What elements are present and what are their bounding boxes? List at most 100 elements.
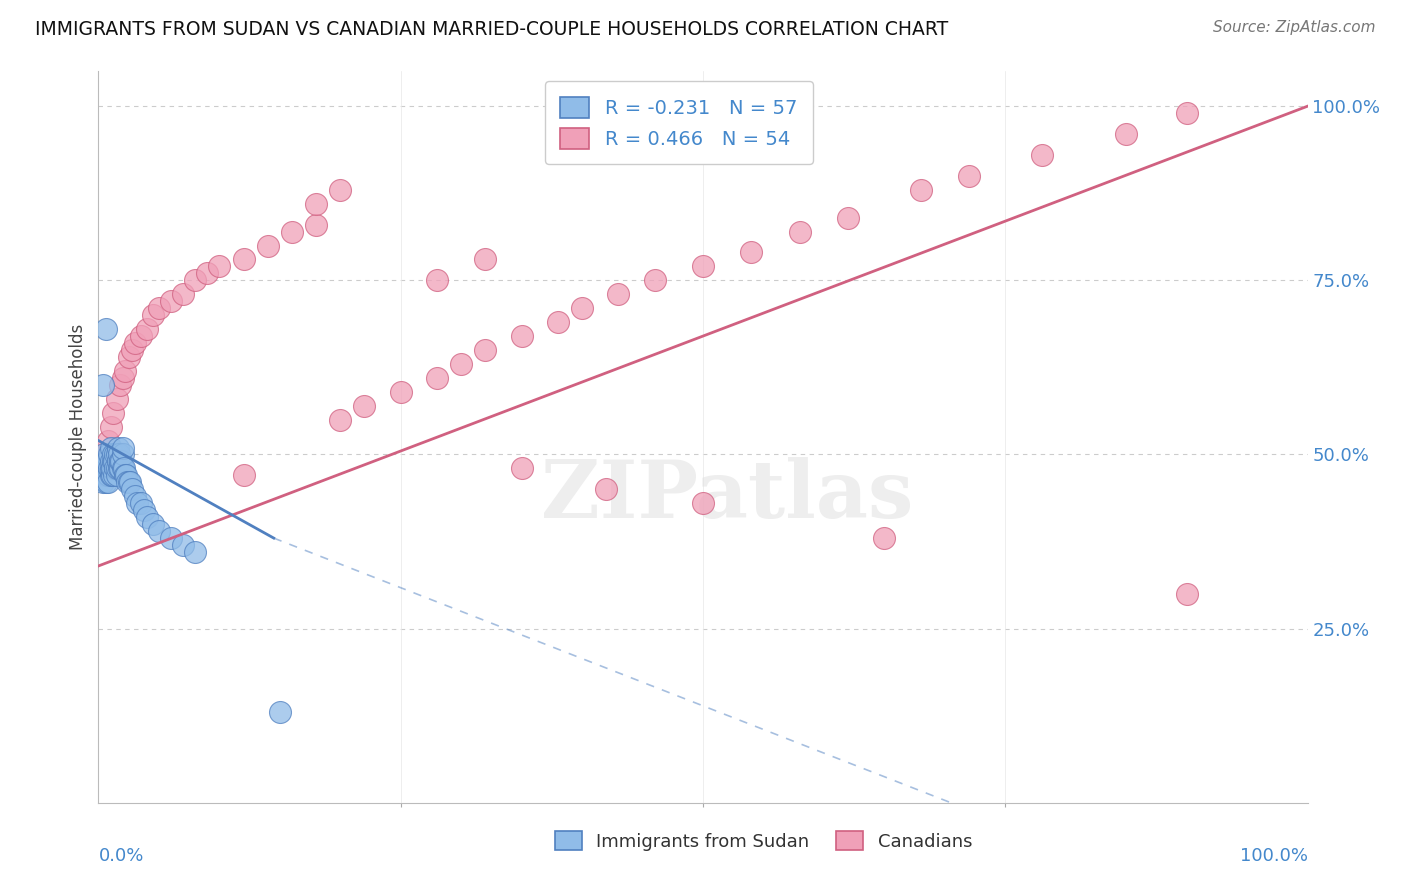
Point [837,211,859,225]
Point [100,454,122,468]
Point [644,273,666,287]
Point [108,454,131,468]
Point [117,475,139,490]
Point [97,434,120,448]
Text: Source: ZipAtlas.com: Source: ZipAtlas.com [1212,20,1375,35]
Point [135,322,157,336]
Point [148,301,170,316]
Point [96,454,118,468]
Point [91,468,114,483]
Point [114,468,136,483]
Point [450,357,472,371]
Point [510,329,533,343]
Point [595,483,617,497]
Point [105,448,128,462]
Point [104,448,127,462]
Point [110,454,132,468]
Point [353,399,375,413]
Point [232,252,254,267]
Point [111,448,134,462]
Point [105,392,128,406]
Point [129,496,152,510]
Point [103,468,125,483]
Point [111,371,134,385]
Point [103,454,125,468]
Point [121,343,143,357]
Point [101,454,124,468]
Point [1031,148,1053,162]
Point [474,343,496,357]
Point [957,169,980,183]
Point [160,294,183,309]
Point [101,448,124,462]
Point [389,384,412,399]
Point [256,238,278,252]
Point [910,183,932,197]
Point [100,468,122,483]
Point [97,475,120,490]
Point [184,273,207,287]
Point [607,287,630,301]
Point [281,225,304,239]
Point [269,705,291,719]
Text: 100.0%: 100.0% [1240,847,1308,864]
Point [100,468,122,483]
Point [101,406,124,420]
Point [142,517,165,532]
Point [305,196,328,211]
Point [692,496,714,510]
Point [91,475,114,490]
Legend: Immigrants from Sudan, Canadians: Immigrants from Sudan, Canadians [546,822,981,860]
Point [135,510,157,524]
Point [100,461,122,475]
Point [100,419,122,434]
Point [172,287,194,301]
Point [134,503,156,517]
Point [94,322,117,336]
Point [184,545,207,559]
Point [104,461,127,475]
Point [426,371,449,385]
Point [100,441,122,455]
Point [172,538,194,552]
Point [91,377,114,392]
Point [148,524,170,538]
Point [547,315,569,329]
Point [118,475,141,490]
Point [105,461,128,475]
Point [94,475,117,490]
Point [93,461,115,475]
Point [160,531,183,545]
Point [124,336,146,351]
Point [329,183,352,197]
Point [98,448,121,462]
Point [94,468,117,483]
Point [121,483,143,497]
Point [107,441,129,455]
Point [111,441,134,455]
Text: IMMIGRANTS FROM SUDAN VS CANADIAN MARRIED-COUPLE HOUSEHOLDS CORRELATION CHART: IMMIGRANTS FROM SUDAN VS CANADIAN MARRIE… [35,20,949,38]
Point [107,454,129,468]
Point [108,377,131,392]
Point [112,461,135,475]
Point [571,301,593,316]
Point [789,225,811,239]
Text: 0.0%: 0.0% [98,847,143,864]
Point [108,461,131,475]
Point [1115,127,1137,141]
Point [142,308,165,322]
Point [93,448,115,462]
Text: ZIPatlas: ZIPatlas [541,457,914,534]
Point [105,468,128,483]
Point [329,412,352,426]
Point [118,475,141,490]
Point [232,468,254,483]
Point [305,218,328,232]
Point [873,531,896,545]
Point [124,489,146,503]
Point [115,468,138,483]
Point [208,260,231,274]
Point [114,364,136,378]
Point [96,461,118,475]
Point [1175,587,1198,601]
